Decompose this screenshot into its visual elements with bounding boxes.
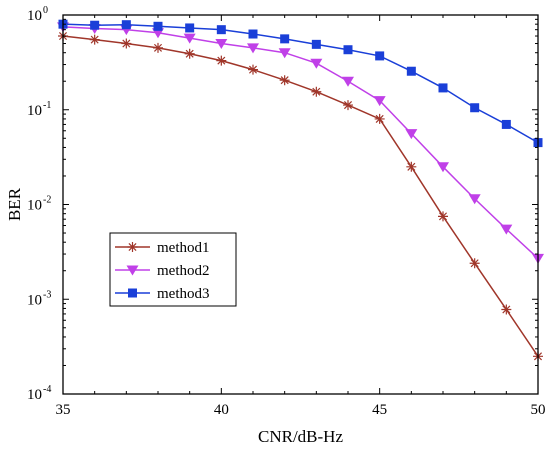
y-tick-label: 10 bbox=[27, 103, 42, 119]
y-tick-label: 10 bbox=[27, 292, 42, 308]
legend-marker-method3 bbox=[128, 288, 137, 298]
data-point-method3-14 bbox=[501, 119, 511, 129]
data-point-method1-12 bbox=[438, 211, 448, 222]
legend-label-method3: method3 bbox=[157, 286, 210, 302]
y-tick-exponent: -1 bbox=[43, 100, 51, 111]
plot-frame bbox=[62, 14, 539, 395]
data-point-method3-3 bbox=[153, 21, 163, 31]
x-tick-label: 50 bbox=[531, 402, 546, 418]
data-point-method1-6 bbox=[248, 64, 258, 75]
data-point-method2-12 bbox=[437, 162, 449, 173]
data-point-method3-13 bbox=[470, 103, 480, 113]
data-point-method3-1 bbox=[90, 20, 100, 30]
legend-marker-method1 bbox=[127, 242, 138, 252]
y-tick-label: 10 bbox=[27, 198, 42, 214]
y-tick-exponent: -3 bbox=[43, 289, 51, 300]
data-point-method3-7 bbox=[280, 34, 290, 44]
data-point-method2-7 bbox=[278, 48, 291, 59]
y-tick-exponent: -2 bbox=[43, 195, 51, 206]
data-point-method2-9 bbox=[342, 76, 354, 87]
data-point-method2-6 bbox=[247, 43, 259, 54]
data-point-method2-5 bbox=[215, 39, 228, 50]
data-point-method1-2 bbox=[121, 38, 132, 49]
data-point-method1-13 bbox=[469, 258, 480, 269]
x-tick-label: 45 bbox=[372, 402, 387, 418]
data-point-method2-13 bbox=[468, 194, 481, 205]
data-point-method2-4 bbox=[183, 33, 196, 44]
data-point-method1-11 bbox=[406, 161, 417, 172]
data-point-method3-4 bbox=[185, 23, 195, 33]
series-line-method2 bbox=[62, 26, 539, 259]
data-point-method3-9 bbox=[343, 45, 353, 55]
x-tick-label: 35 bbox=[56, 402, 71, 418]
x-axis-label: CNR/dB-Hz bbox=[258, 427, 343, 446]
data-point-method1-1 bbox=[89, 34, 100, 45]
y-tick-label: 10 bbox=[27, 8, 42, 24]
series-line-method1 bbox=[62, 35, 539, 357]
data-point-method1-10 bbox=[374, 113, 385, 124]
data-point-method1-5 bbox=[216, 55, 227, 66]
legend-label-method1: method1 bbox=[157, 240, 210, 256]
legend: method1 method2 method3 bbox=[109, 232, 237, 307]
y-tick-exponent: -4 bbox=[43, 384, 51, 395]
data-point-method2-8 bbox=[310, 58, 323, 69]
data-point-method3-11 bbox=[406, 66, 416, 76]
data-point-method1-8 bbox=[311, 86, 322, 97]
legend-marker-method2 bbox=[126, 265, 139, 276]
y-tick-exponent: 0 bbox=[43, 5, 48, 16]
series-line-method3 bbox=[62, 23, 539, 144]
data-point-method1-3 bbox=[153, 42, 163, 53]
y-axis-label: BER bbox=[5, 187, 24, 221]
data-point-method3-5 bbox=[216, 25, 226, 35]
data-point-method1-4 bbox=[184, 48, 195, 59]
data-point-method3-6 bbox=[248, 29, 258, 39]
data-point-method3-8 bbox=[311, 39, 321, 49]
data-point-method1-9 bbox=[343, 100, 353, 111]
series-layer bbox=[57, 19, 544, 362]
data-point-method3-10 bbox=[375, 51, 385, 61]
data-point-method2-10 bbox=[373, 96, 386, 107]
data-point-method1-14 bbox=[501, 304, 512, 315]
data-point-method2-14 bbox=[500, 224, 513, 235]
data-point-method2-11 bbox=[405, 129, 418, 140]
x-tick-label: 40 bbox=[214, 402, 229, 418]
data-point-method3-12 bbox=[438, 83, 448, 93]
data-point-method1-7 bbox=[279, 75, 290, 86]
y-tick-label: 10 bbox=[27, 387, 42, 403]
legend-label-method2: method2 bbox=[157, 263, 210, 279]
data-point-method3-2 bbox=[121, 20, 131, 30]
